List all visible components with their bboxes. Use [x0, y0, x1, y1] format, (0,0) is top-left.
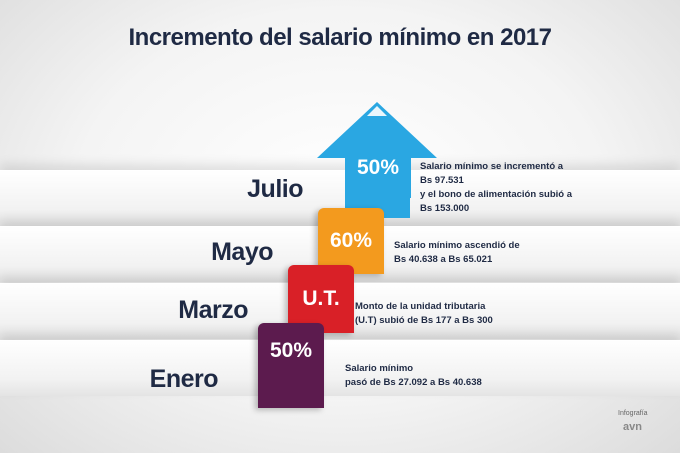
tab-enero: 50%: [258, 323, 324, 408]
desc-mayo: Salario mínimo ascendió de Bs 40.638 a B…: [394, 240, 520, 265]
avn-logo: avn: [623, 421, 642, 433]
tab-julio: 50%: [345, 138, 411, 198]
month-marzo: Marzo: [178, 296, 248, 324]
tab-enero-label: 50%: [269, 338, 313, 362]
month-enero: Enero: [149, 365, 219, 393]
month-julio: Julio: [247, 175, 303, 203]
month-mayo: Mayo: [211, 238, 273, 266]
tab-mayo-label: 60%: [329, 229, 373, 252]
tab-marzo: U.T.: [288, 265, 354, 333]
page-title: Incremento del salario mínimo en 2017: [128, 24, 553, 51]
tab-julio-label: 50%: [356, 156, 400, 179]
tab-mayo: 60%: [318, 208, 384, 274]
desc-julio: Salario mínimo se incrementó a Bs 97.531…: [420, 161, 573, 214]
desc-marzo: Monto de la unidad tributaria (U.T) subi…: [355, 301, 493, 326]
band-enero: [0, 340, 680, 396]
desc-enero: Salario mínimo pasó de Bs 27.092 a Bs 40…: [345, 363, 482, 388]
credit-label: Infografía: [618, 410, 648, 417]
tab-marzo-label: U.T.: [302, 287, 340, 310]
